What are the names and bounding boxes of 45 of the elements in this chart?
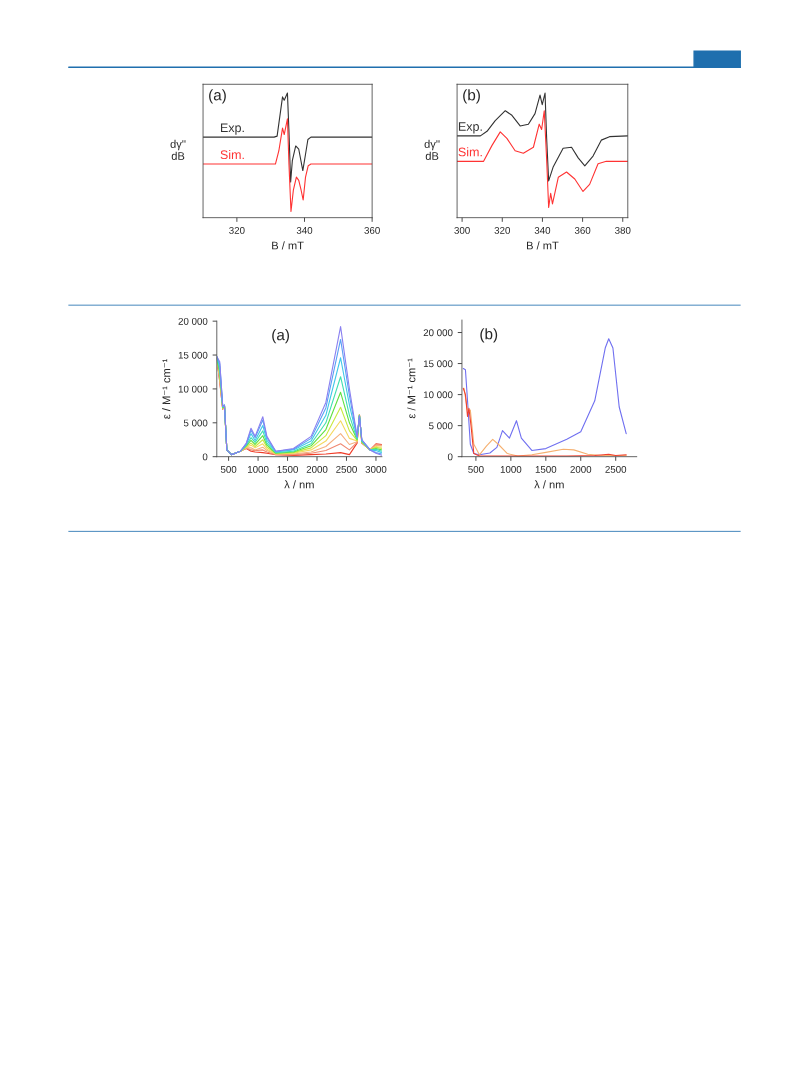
x-tick-label: 1500 bbox=[277, 465, 298, 473]
x-tick-label: 1000 bbox=[248, 465, 269, 473]
annotation: (b) bbox=[463, 89, 480, 104]
y-tick-label: 15 000 bbox=[423, 360, 453, 368]
y-axis-title: dγ'' dB bbox=[170, 139, 186, 160]
y-tick-label: 5 000 bbox=[183, 419, 208, 427]
series-label: Exp. bbox=[220, 123, 244, 135]
y-tick-label: 15 000 bbox=[178, 351, 208, 359]
annotation: (a) bbox=[209, 89, 226, 104]
x-tick-label: 1000 bbox=[500, 465, 522, 473]
y-tick-label: 20 000 bbox=[423, 329, 453, 337]
x-axis-title: λ / nm bbox=[534, 480, 564, 489]
x-axis-title: B / mT bbox=[272, 241, 304, 250]
x-tick-label: 500 bbox=[468, 465, 484, 473]
y-tick-label: 0 bbox=[202, 453, 208, 461]
annotation: (a) bbox=[272, 329, 289, 344]
x-tick-label: 320 bbox=[494, 226, 510, 234]
x-axis-title: λ / nm bbox=[284, 480, 314, 489]
x-tick-label: 2500 bbox=[605, 465, 627, 473]
x-tick-label: 340 bbox=[534, 226, 551, 234]
series-label: Exp. bbox=[458, 122, 482, 134]
y-axis-title: dγ'' dB bbox=[424, 139, 440, 160]
y-axis-title: ε / M⁻¹ cm⁻¹ bbox=[407, 358, 416, 419]
x-tick-label: 2000 bbox=[306, 465, 328, 473]
x-tick-label: 360 bbox=[364, 226, 380, 234]
x-axis-title: B / mT bbox=[526, 241, 559, 250]
series-label: Sim. bbox=[458, 147, 482, 157]
y-tick-label: 5 000 bbox=[428, 422, 453, 430]
y-tick-label: 20 000 bbox=[178, 317, 208, 325]
y-tick-label: 10 000 bbox=[178, 385, 208, 393]
x-tick-label: 340 bbox=[296, 226, 313, 234]
series-label: Sim. bbox=[220, 149, 244, 160]
x-tick-label: 1500 bbox=[535, 465, 557, 473]
x-tick-label: 320 bbox=[229, 226, 245, 234]
x-tick-label: 360 bbox=[574, 226, 591, 234]
x-tick-label: 500 bbox=[220, 465, 237, 473]
y-tick-label: 10 000 bbox=[423, 391, 453, 399]
x-tick-label: 2000 bbox=[570, 465, 592, 473]
y-tick-label: 0 bbox=[447, 453, 453, 461]
x-tick-label: 300 bbox=[454, 226, 470, 234]
x-tick-label: 3000 bbox=[365, 465, 387, 473]
x-tick-label: 2500 bbox=[336, 465, 357, 473]
annotation: (b) bbox=[480, 328, 498, 343]
y-axis-title: ε / M⁻¹ cm⁻¹ bbox=[162, 358, 171, 419]
x-tick-label: 380 bbox=[615, 226, 631, 234]
